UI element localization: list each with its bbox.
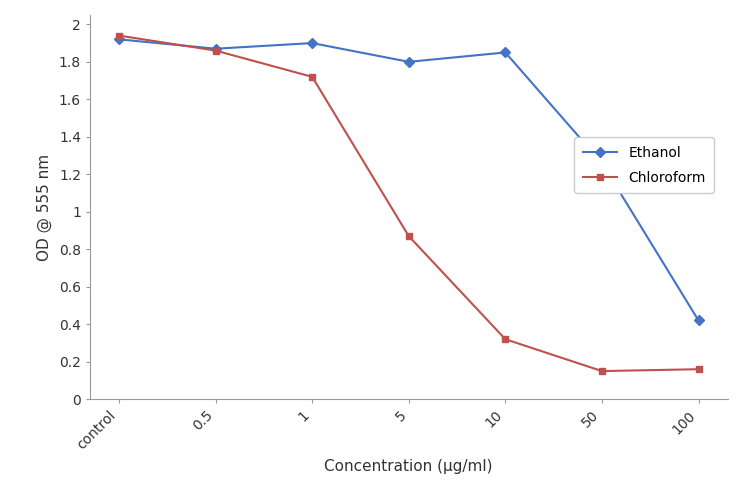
Chloroform <box>211 47 220 53</box>
Ethanol <box>598 160 607 166</box>
Ethanol <box>404 59 413 65</box>
Ethanol <box>694 317 703 323</box>
Ethanol <box>501 49 510 55</box>
Line: Ethanol: Ethanol <box>116 36 702 324</box>
Ethanol <box>211 46 220 52</box>
Chloroform <box>501 336 510 342</box>
Chloroform <box>308 74 316 80</box>
Chloroform <box>694 366 703 372</box>
Chloroform <box>404 233 413 239</box>
Y-axis label: OD @ 555 nm: OD @ 555 nm <box>37 154 52 260</box>
Ethanol <box>115 36 124 42</box>
Chloroform <box>598 368 607 374</box>
Chloroform <box>115 32 124 38</box>
Ethanol <box>308 40 316 46</box>
X-axis label: Concentration (μg/ml): Concentration (μg/ml) <box>325 459 493 474</box>
Legend: Ethanol, Chloroform: Ethanol, Chloroform <box>574 137 714 193</box>
Line: Chloroform: Chloroform <box>116 32 702 375</box>
